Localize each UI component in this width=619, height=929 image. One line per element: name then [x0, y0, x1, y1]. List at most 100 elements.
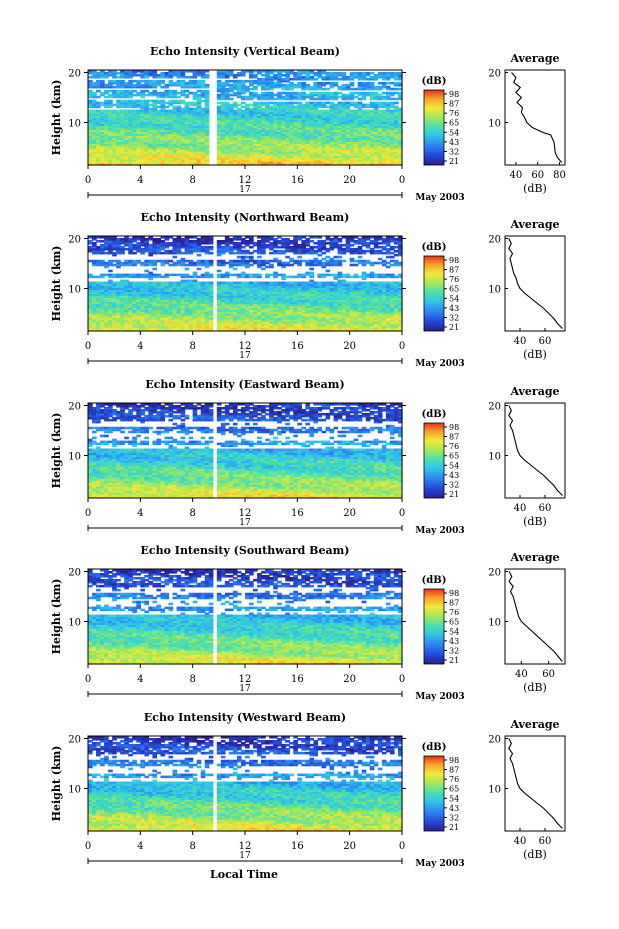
heatmap-cell [305, 159, 311, 162]
heatmap-cell [200, 107, 206, 111]
heatmap-cell [132, 70, 137, 73]
heatmap-cell [293, 143, 298, 146]
heatmap-cell [389, 323, 395, 326]
heatmap-cell [289, 131, 294, 134]
heatmap-cell [333, 319, 339, 322]
heatmap-cell [132, 105, 137, 109]
heatmap-cell [365, 155, 371, 158]
heatmap-cell [361, 139, 367, 142]
heatmap-cell [293, 107, 298, 111]
heatmap-cell [265, 123, 270, 127]
heatmap-cell [245, 103, 250, 107]
heatmap-cell [269, 325, 274, 328]
heatmap-cell [385, 149, 391, 152]
heatmap-cell [232, 101, 238, 105]
heatmap-cell [245, 85, 250, 89]
heatmap-cell [397, 91, 403, 95]
heatmap-cell [293, 119, 298, 123]
heatmap-cell [200, 121, 206, 125]
heatmap-cell [289, 319, 294, 322]
heatmap-cell [112, 143, 117, 146]
heatmap-cell [236, 131, 242, 134]
heatmap-cell [321, 97, 327, 101]
heatmap-cell [140, 73, 145, 77]
heatmap-cell [184, 83, 190, 87]
heatmap-cell [349, 93, 355, 97]
heatmap-cell [345, 113, 351, 117]
heatmap-cell [365, 321, 371, 324]
heatmap-cell [128, 103, 133, 107]
heatmap-cell [321, 159, 327, 162]
heatmap-cell [305, 73, 311, 77]
heatmap-cell [108, 129, 113, 132]
heatmap-cell [293, 145, 298, 148]
heatmap-cell [184, 139, 190, 142]
heatmap-cell [156, 325, 162, 328]
heatmap-cell [293, 101, 298, 105]
heatmap-cell [164, 151, 170, 154]
heatmap-cell [112, 153, 117, 156]
heatmap-cell [156, 159, 162, 162]
heatmap-cell [132, 123, 137, 127]
heatmap-cell [345, 119, 351, 123]
heatmap-cell [204, 107, 210, 111]
heatmap-cell [253, 127, 258, 130]
heatmap-cell [88, 133, 93, 136]
heatmap-cell [160, 137, 166, 140]
heatmap-cell [188, 323, 194, 326]
heatmap-cell [297, 117, 302, 121]
heatmap-cell [289, 91, 294, 95]
heatmap-cell [349, 159, 355, 162]
heatmap-cell [112, 325, 117, 328]
heatmap-cell [232, 145, 238, 148]
heatmap-cell [345, 111, 351, 115]
heatmap-cell [92, 155, 97, 158]
heatmap-cell [240, 321, 246, 324]
heatmap-cell [373, 105, 379, 109]
heatmap-cell [216, 329, 222, 332]
heatmap-cell [321, 75, 327, 79]
heatmap-cell [293, 111, 298, 115]
heatmap-cell [353, 133, 359, 136]
heatmap-cell [192, 83, 198, 87]
heatmap-cell [257, 131, 262, 134]
heatmap-cell [329, 139, 335, 142]
heatmap-cell [345, 153, 351, 156]
heatmap-cell [120, 149, 125, 152]
heatmap-cell [100, 327, 105, 330]
heatmap-cell [397, 119, 403, 123]
heatmap-cell [317, 93, 323, 97]
heatmap-cell [309, 129, 315, 132]
heatmap-cell [389, 159, 395, 162]
heatmap-cell [204, 75, 210, 79]
heatmap-cell [200, 113, 206, 117]
heatmap-cell [156, 163, 162, 166]
heatmap-cell [305, 77, 311, 81]
heatmap-cell [377, 161, 383, 164]
heatmap-cell [240, 105, 246, 109]
heatmap-cell [261, 123, 266, 127]
heatmap-cell [136, 319, 141, 322]
heatmap-cell [249, 91, 254, 95]
heatmap-cell [240, 101, 246, 105]
heatmap-cell [232, 91, 238, 95]
heatmap-cell [148, 131, 154, 134]
heatmap-cell [144, 159, 149, 162]
colorbar-tick-label: 54 [449, 128, 459, 137]
heatmap-cell [349, 119, 355, 123]
heatmap-cell [140, 109, 145, 113]
date-day-label: 17 [239, 185, 251, 195]
heatmap-cell [188, 75, 194, 79]
heatmap-cell [200, 79, 206, 83]
heatmap-cell [140, 101, 145, 105]
heatmap-cell [180, 93, 186, 97]
heatmap-cell [196, 125, 202, 128]
heatmap-cell [285, 75, 290, 79]
heatmap-cell [220, 147, 226, 150]
heatmap-cell [228, 71, 234, 75]
heatmap-cell [116, 105, 121, 109]
heatmap-cell [180, 70, 186, 73]
heatmap-cell [172, 83, 178, 87]
heatmap-cell [240, 153, 246, 156]
heatmap-cell [397, 81, 403, 85]
